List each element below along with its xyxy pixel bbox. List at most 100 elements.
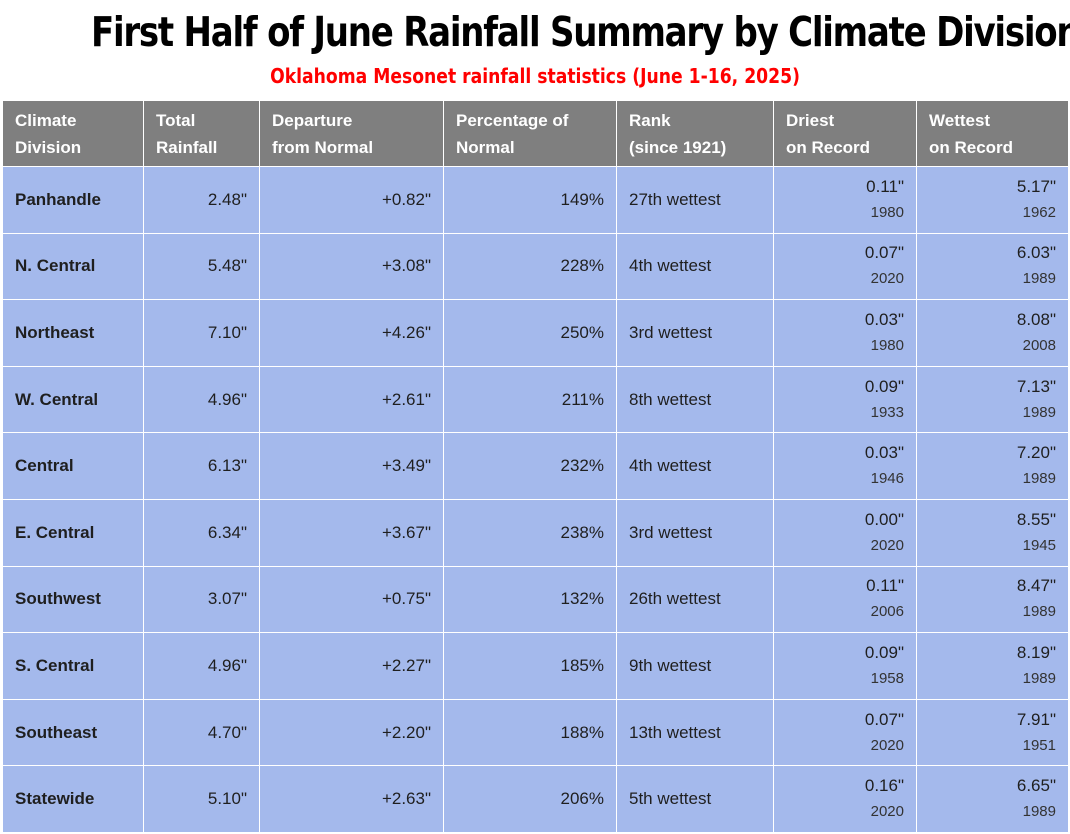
driest-record-year: 2006 xyxy=(870,603,904,621)
wettest-record: 8.19" 1989 xyxy=(916,632,1069,700)
driest-record-value: 0.07" xyxy=(864,243,904,263)
division-name: Southwest xyxy=(2,565,144,634)
driest-record-value: 0.11" xyxy=(866,176,904,196)
wettest-record: 6.03" 1989 xyxy=(916,232,1069,301)
driest-record-year: 2020 xyxy=(870,736,904,754)
departure-from-normal: +0.82" xyxy=(259,166,444,234)
header-departure: Departure from Normal xyxy=(259,100,444,167)
header-line: Driest xyxy=(786,110,835,130)
wettest-record-year: 1989 xyxy=(1022,470,1056,488)
departure-from-normal: +3.49" xyxy=(259,432,444,500)
header-line: Normal xyxy=(456,137,515,157)
table-row: Panhandle 2.48" +0.82" 149% 27th wettest 0.11… xyxy=(2,166,1069,234)
percent-of-normal: 188% xyxy=(443,698,617,767)
table-row: N. Central 5.48" +3.08" 228% 4th wettest 0.07… xyxy=(2,232,1069,301)
page-title: First Half of June Rainfall Summary by C… xyxy=(90,8,1070,56)
division-name: W. Central xyxy=(2,365,144,434)
page-subtitle: Oklahoma Mesonet rainfall statistics (Ju… xyxy=(270,64,800,88)
table-row: Southeast 4.70" +2.20" 188% 13th wettest 0.07… xyxy=(2,698,1069,767)
departure-from-normal: +3.67" xyxy=(259,498,444,567)
driest-record-year: 2020 xyxy=(870,270,904,288)
total-rainfall: 4.96" xyxy=(143,365,260,434)
wettest-record-value: 8.19" xyxy=(1016,642,1056,662)
driest-record-value: 0.07" xyxy=(864,709,904,729)
wettest-record: 8.08" 2008 xyxy=(916,299,1069,367)
wettest-record-year: 1989 xyxy=(1022,603,1056,621)
wettest-record-year: 1989 xyxy=(1022,803,1056,821)
driest-record-year: 1958 xyxy=(870,669,904,687)
wettest-record-value: 8.55" xyxy=(1016,509,1056,529)
rank: 26th wettest xyxy=(616,565,774,634)
departure-from-normal: +3.08" xyxy=(259,232,444,301)
driest-record-year: 1980 xyxy=(870,203,904,221)
driest-record-year: 1946 xyxy=(870,470,904,488)
driest-record-value: 0.11" xyxy=(866,576,904,596)
table-row: Northeast 7.10" +4.26" 250% 3rd wettest 0.03"… xyxy=(2,299,1069,367)
header-climate-division: Climate Division xyxy=(2,100,144,167)
driest-record: 0.09" 1958 xyxy=(773,632,917,700)
wettest-record-year: 1945 xyxy=(1022,536,1056,554)
header-total-rainfall: Total Rainfall xyxy=(143,100,260,167)
driest-record-value: 0.09" xyxy=(864,376,904,396)
departure-from-normal: +2.20" xyxy=(259,698,444,767)
header-line: Rank xyxy=(629,110,671,130)
driest-record: 0.03" 1980 xyxy=(773,299,917,367)
header-line: Wettest xyxy=(929,110,991,130)
driest-record: 0.09" 1933 xyxy=(773,365,917,434)
driest-record-value: 0.03" xyxy=(864,443,904,463)
percent-of-normal: 228% xyxy=(443,232,617,301)
driest-record: 0.16" 2020 xyxy=(773,765,917,833)
total-rainfall: 6.34" xyxy=(143,498,260,567)
wettest-record-year: 1989 xyxy=(1022,669,1056,687)
total-rainfall: 3.07" xyxy=(143,565,260,634)
division-name: Central xyxy=(2,432,144,500)
header-line: on Record xyxy=(929,137,1014,157)
driest-record-value: 0.00" xyxy=(864,509,904,529)
table-row: S. Central 4.96" +2.27" 185% 9th wettest 0.09… xyxy=(2,632,1069,700)
wettest-record: 6.65" 1989 xyxy=(916,765,1069,833)
table-header-row: Climate Division Total Rainfall Departure f… xyxy=(2,100,1069,167)
departure-from-normal: +4.26" xyxy=(259,299,444,367)
percent-of-normal: 185% xyxy=(443,632,617,700)
driest-record: 0.03" 1946 xyxy=(773,432,917,500)
wettest-record: 7.13" 1989 xyxy=(916,365,1069,434)
percent-of-normal: 238% xyxy=(443,498,617,567)
wettest-record-year: 1951 xyxy=(1022,736,1056,754)
wettest-record-value: 6.65" xyxy=(1016,776,1056,796)
wettest-record: 8.55" 1945 xyxy=(916,498,1069,567)
percent-of-normal: 206% xyxy=(443,765,617,833)
departure-from-normal: +2.63" xyxy=(259,765,444,833)
wettest-record-year: 1989 xyxy=(1022,270,1056,288)
driest-record-value: 0.03" xyxy=(864,309,904,329)
rainfall-table: Climate Division Total Rainfall Departure f… xyxy=(2,100,1069,833)
header-percentage: Percentage of Normal xyxy=(443,100,617,167)
rank: 3rd wettest xyxy=(616,299,774,367)
percent-of-normal: 132% xyxy=(443,565,617,634)
table-row: Central 6.13" +3.49" 232% 4th wettest 0.03" 19… xyxy=(2,432,1069,500)
table-row: E. Central 6.34" +3.67" 238% 3rd wettest 0.00… xyxy=(2,498,1069,567)
wettest-record-value: 5.17" xyxy=(1016,176,1056,196)
total-rainfall: 4.70" xyxy=(143,698,260,767)
table-row: Southwest 3.07" +0.75" 132% 26th wettest 0.11… xyxy=(2,565,1069,634)
wettest-record-value: 7.13" xyxy=(1016,376,1056,396)
header-line: Total xyxy=(156,110,196,130)
header-line: Percentage of xyxy=(456,110,569,130)
rank: 4th wettest xyxy=(616,432,774,500)
header-line: Division xyxy=(15,137,82,157)
rank: 3rd wettest xyxy=(616,498,774,567)
total-rainfall: 7.10" xyxy=(143,299,260,367)
driest-record-year: 2020 xyxy=(870,803,904,821)
wettest-record: 7.20" 1989 xyxy=(916,432,1069,500)
header-line: on Record xyxy=(786,137,871,157)
wettest-record-value: 8.08" xyxy=(1016,309,1056,329)
total-rainfall: 5.10" xyxy=(143,765,260,833)
wettest-record-value: 8.47" xyxy=(1016,576,1056,596)
driest-record: 0.00" 2020 xyxy=(773,498,917,567)
header-line: Rainfall xyxy=(156,137,218,157)
table-row: W. Central 4.96" +2.61" 211% 8th wettest 0.09… xyxy=(2,365,1069,434)
division-name: E. Central xyxy=(2,498,144,567)
division-name: N. Central xyxy=(2,232,144,301)
percent-of-normal: 232% xyxy=(443,432,617,500)
rank: 5th wettest xyxy=(616,765,774,833)
driest-record: 0.07" 2020 xyxy=(773,698,917,767)
